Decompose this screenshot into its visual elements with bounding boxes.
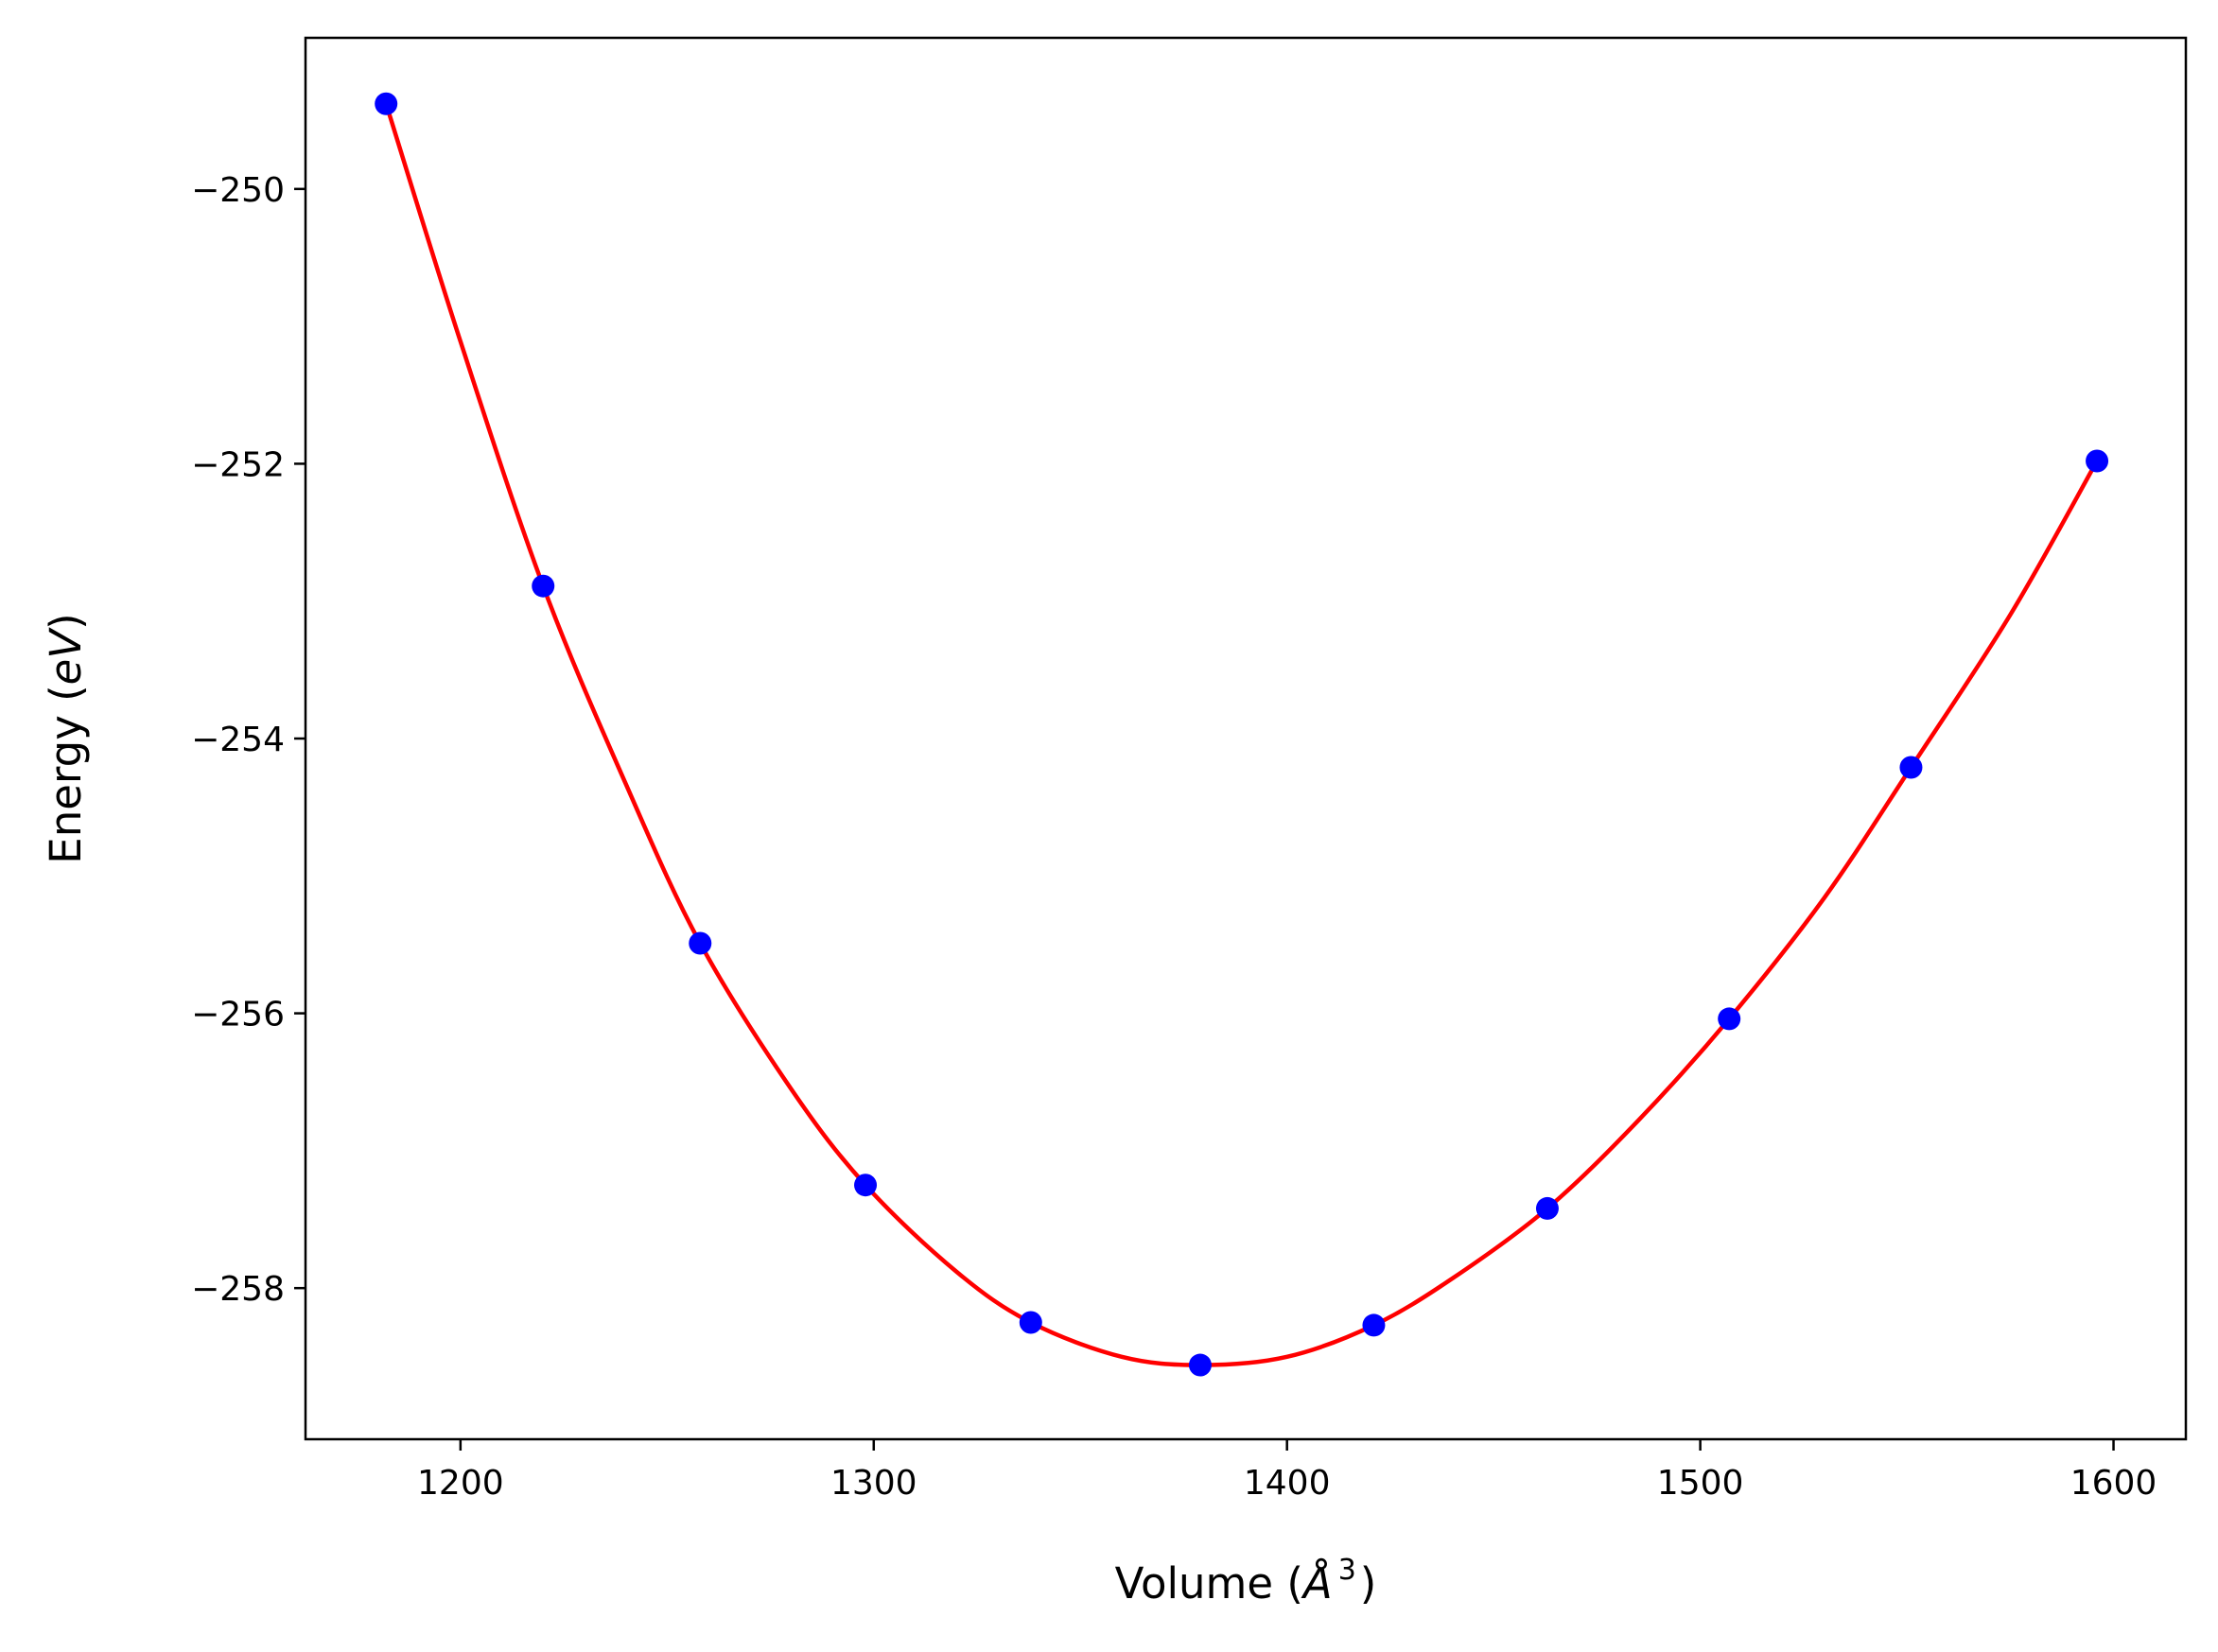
y-tick-label: −254 [191,721,285,759]
plot-background [306,38,2186,1439]
x-tick-label: 1500 [1657,1464,1744,1503]
data-point [1188,1353,1212,1377]
data-point [1535,1196,1559,1220]
data-point [532,574,555,598]
x-axis-label-symbol: Å [1301,1558,1333,1609]
fit-curve-layer [384,103,2100,1367]
data-point [689,931,712,955]
y-axis-label-prefix: Energy ( [41,685,91,863]
y-tick-label: −256 [191,996,285,1035]
x-axis-label-exponent: 3 [1338,1554,1356,1587]
data-point [854,1174,878,1197]
x-tick-label: 1400 [1244,1464,1331,1503]
fit-curve-line [384,103,2100,1367]
y-axis-label-unit: eV [41,627,91,686]
data-point [2086,449,2109,473]
x-tick-label: 1600 [2070,1464,2157,1503]
data-point [1019,1311,1042,1334]
y-tick-label: −258 [191,1270,285,1309]
data-points-layer [375,92,2109,1377]
x-axis-label: Volume (Å 3) [1115,1554,1377,1609]
y-axis-label: Energy (eV) [41,613,91,863]
y-ticks: −250 −252 −254 −256 −258 [191,171,306,1309]
data-point [1718,1007,1741,1031]
data-point [375,92,398,115]
x-axis-label-prefix: Volume ( [1115,1558,1303,1609]
x-axis-label-suffix: ) [1360,1558,1377,1609]
x-tick-label: 1300 [830,1464,917,1503]
y-axis-label-suffix: ) [41,613,91,630]
data-point [1362,1313,1386,1337]
x-tick-label: 1200 [417,1464,504,1503]
y-tick-label: −252 [191,445,285,484]
data-point [1899,756,1923,779]
x-ticks: 1200 1300 1400 1500 1600 [417,1439,2157,1503]
y-tick-label: −250 [191,171,285,210]
